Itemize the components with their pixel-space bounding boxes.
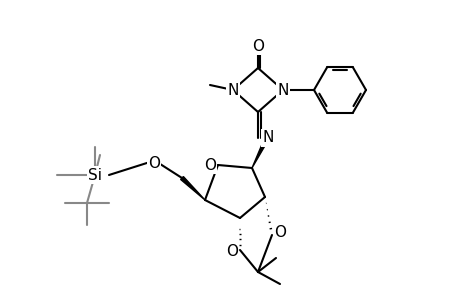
Polygon shape xyxy=(180,177,205,200)
Text: Si: Si xyxy=(88,167,102,182)
Polygon shape xyxy=(252,139,267,168)
Text: O: O xyxy=(274,226,285,241)
Text: N: N xyxy=(262,130,273,146)
Text: N: N xyxy=(277,82,288,98)
Text: O: O xyxy=(148,155,160,170)
Text: O: O xyxy=(225,244,237,260)
Text: O: O xyxy=(203,158,216,172)
Text: N: N xyxy=(227,82,238,98)
Text: O: O xyxy=(252,38,263,53)
